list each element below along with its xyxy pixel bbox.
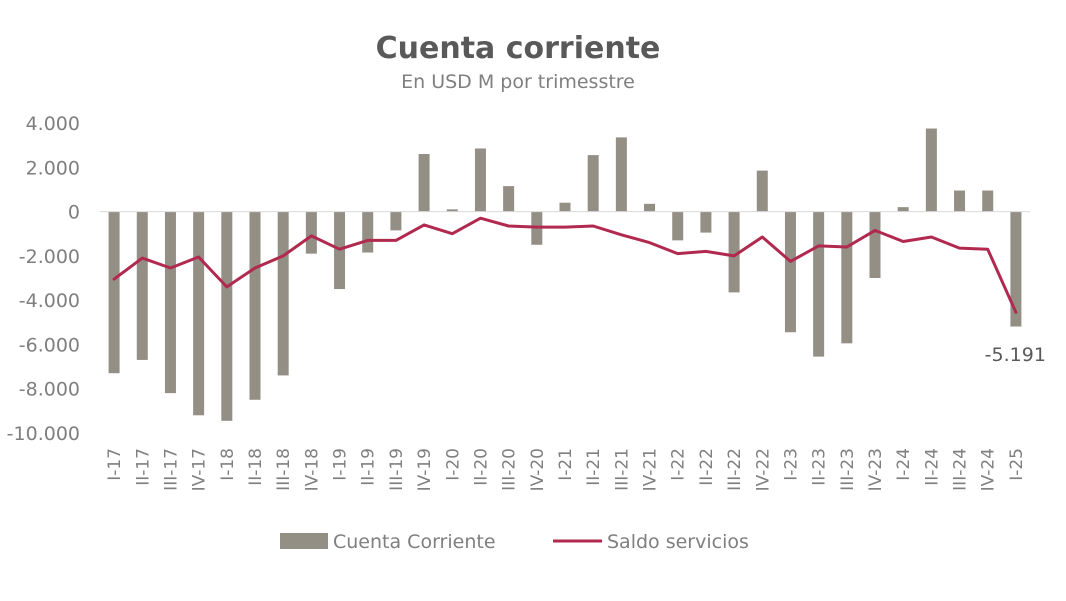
chart-subtitle: En USD M por trimesstre	[401, 71, 635, 93]
bar-IV-24	[982, 190, 994, 212]
bar-II-22	[700, 211, 712, 233]
bar-IV-22	[756, 170, 768, 212]
x-tick-label: IV-23	[866, 448, 886, 491]
x-tick-label: II-23	[810, 448, 830, 486]
bar-II-20	[474, 148, 486, 212]
x-tick-label: IV-17	[190, 448, 210, 491]
bar-I-17	[108, 211, 120, 374]
bar-III-20	[503, 186, 515, 212]
bar-IV-23	[869, 211, 881, 278]
x-tick-label: III-23	[838, 448, 858, 491]
y-axis-ticks: 4.000 2.000 0 -2.000 -4.000 -6.000 -8.000 -10.0…	[7, 113, 80, 445]
x-tick-label: IV-18	[302, 448, 322, 491]
bar-IV-21	[644, 203, 656, 212]
x-tick-label: I-22	[669, 448, 689, 481]
x-tick-label: II-18	[246, 448, 266, 486]
data-labels: -5.191	[985, 344, 1046, 366]
x-tick-label: III-19	[387, 448, 407, 491]
y-tick-label: -4.000	[19, 290, 80, 312]
legend-label-saldo-servicios: Saldo servicios	[607, 531, 749, 553]
y-tick-label: -10.000	[7, 423, 80, 445]
bar-III-19	[390, 211, 402, 231]
bar-IV-17	[193, 211, 205, 416]
x-tick-label: II-24	[922, 448, 942, 486]
legend-label-cuenta-corriente: Cuenta Corriente	[333, 531, 496, 553]
x-tick-label: IV-22	[753, 448, 773, 491]
x-tick-label: IV-24	[979, 448, 999, 491]
y-tick-label: 4.000	[26, 113, 80, 135]
bar-I-25	[1010, 211, 1022, 327]
legend-swatch-cuenta-corriente	[280, 533, 328, 549]
x-tick-label: II-17	[133, 448, 153, 486]
bar-I-21	[559, 202, 571, 212]
bar-I-23	[784, 211, 796, 333]
x-tick-label: III-18	[274, 448, 294, 491]
y-tick-label: 0	[68, 202, 80, 224]
y-tick-label: -2.000	[19, 246, 80, 268]
x-tick-label: I-25	[1007, 448, 1027, 481]
bar-III-23	[841, 211, 853, 344]
x-tick-label: II-19	[359, 448, 379, 486]
bar-III-17	[164, 211, 176, 394]
bar-II-21	[587, 155, 599, 212]
bar-II-17	[136, 211, 148, 360]
data-label-I-25: -5.191	[985, 344, 1046, 366]
y-tick-label: -6.000	[19, 334, 80, 356]
x-tick-label: IV-21	[641, 448, 661, 491]
bar-III-21	[615, 137, 627, 212]
line-series-saldo-servicios	[112, 216, 1018, 314]
x-tick-label: III-20	[500, 448, 520, 491]
bar-III-18	[277, 211, 289, 376]
x-tick-label: I-21	[556, 448, 576, 481]
bar-II-24	[925, 128, 937, 212]
x-tick-label: III-21	[612, 448, 632, 491]
x-tick-label: I-19	[331, 448, 351, 481]
bar-II-19	[362, 211, 374, 253]
bar-II-18	[249, 211, 261, 400]
x-tick-label: I-20	[443, 448, 463, 481]
x-tick-label: I-17	[105, 448, 125, 481]
y-tick-label: 2.000	[26, 157, 80, 179]
x-tick-label: I-24	[894, 448, 914, 481]
bar-I-22	[672, 211, 684, 241]
x-tick-label: II-20	[471, 448, 491, 486]
x-tick-label: I-23	[781, 448, 801, 481]
x-tick-label: II-21	[584, 448, 604, 486]
x-tick-label: III-17	[161, 448, 181, 491]
x-tick-label: III-24	[951, 448, 971, 491]
bar-IV-18	[305, 211, 317, 254]
bar-IV-19	[418, 154, 430, 212]
x-tick-label: III-22	[725, 448, 745, 491]
bar-I-24	[897, 207, 909, 212]
x-axis-ticks: I-17 II-17 III-17 IV-17 I-18 II-18 III-18 IV-18…	[105, 448, 1027, 491]
chart-title: Cuenta corriente	[376, 31, 661, 66]
bar-I-18	[221, 211, 233, 421]
legend: Cuenta Corriente Saldo servicios	[280, 531, 749, 553]
bar-III-24	[954, 190, 966, 212]
bar-I-20	[446, 209, 458, 212]
x-tick-label: IV-19	[415, 448, 435, 491]
x-tick-label: I-18	[218, 448, 238, 481]
y-tick-label: -8.000	[19, 379, 80, 401]
x-tick-label: II-22	[697, 448, 717, 486]
x-tick-label: IV-20	[528, 448, 548, 491]
bar-III-22	[728, 211, 740, 293]
bar-II-23	[813, 211, 825, 357]
